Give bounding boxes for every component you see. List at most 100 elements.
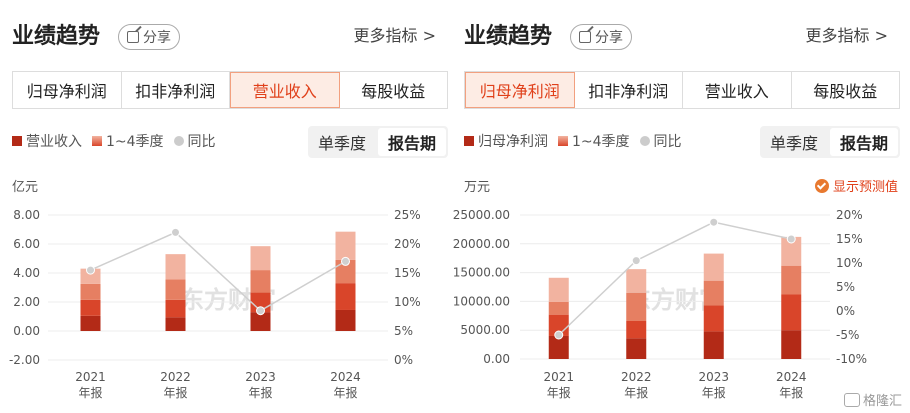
yoy-point[interactable]: [256, 306, 265, 316]
chart-legend: 归母净利润 1~4季度 同比: [464, 131, 682, 151]
unit-label: 亿元: [12, 180, 39, 195]
bar-segment-q3[interactable]: [165, 279, 186, 300]
tab-deducted-net-profit[interactable]: 扣非净利润: [575, 72, 683, 108]
bar-segment-q3[interactable]: [781, 265, 802, 295]
x-tick-label: 年报: [624, 385, 648, 400]
yoy-point[interactable]: [786, 234, 796, 244]
bar-segment-q2[interactable]: [165, 299, 186, 318]
yoy-line: [90, 231, 346, 312]
bar-segment-q3[interactable]: [548, 301, 569, 315]
bar-segment-q2[interactable]: [703, 305, 724, 332]
bar-segment-q3[interactable]: [80, 283, 101, 300]
bar-segment-q2[interactable]: [781, 294, 802, 331]
x-tick-label: 2024: [330, 370, 361, 384]
bar-segment-q1[interactable]: [165, 317, 186, 331]
x-tick-label: 2021: [543, 370, 574, 384]
y-tick-label: -2.00: [9, 353, 40, 367]
brand-name: 格隆汇: [862, 394, 902, 409]
bar-segment-q3[interactable]: [250, 270, 271, 293]
bar-segment-q1[interactable]: [80, 315, 101, 331]
tab-deducted-net-profit[interactable]: 扣非净利润: [122, 72, 230, 108]
bar-segment-q1[interactable]: [703, 331, 724, 359]
bar-segment-q4[interactable]: [335, 231, 356, 260]
tab-revenue[interactable]: 营业收入: [230, 72, 340, 108]
metric-tabs: 归母净利润 扣非净利润 营业收入 每股收益: [12, 71, 448, 109]
yoy-line: [558, 221, 792, 336]
y2-tick-label: 15%: [394, 266, 421, 280]
bar-segment-q3[interactable]: [626, 292, 647, 321]
yoy-point[interactable]: [554, 330, 564, 340]
revenue-chart: 8.00 6.00 4.00 2.00 0.00 -2.00 25% 20% 15% 10% 5% 0…: [9, 208, 421, 400]
y-tick-label: 15000.00: [453, 266, 510, 280]
bar-segment-q4[interactable]: [626, 269, 647, 293]
bar-segment-q4[interactable]: [80, 268, 101, 284]
panel-title: 业绩趋势: [464, 24, 553, 49]
brand-logo: 格隆汇: [843, 390, 902, 409]
y-tick-label: 0.00: [13, 324, 40, 338]
toggle-report-period[interactable]: 报告期: [829, 128, 898, 156]
bar-segment-q1[interactable]: [250, 312, 271, 331]
share-button[interactable]: 分享: [570, 24, 632, 50]
share-icon: [127, 31, 139, 43]
legend-item-yoy: 同比: [639, 131, 682, 151]
tab-revenue[interactable]: 营业收入: [683, 72, 792, 108]
bar-segment-q1[interactable]: [548, 335, 569, 359]
bar-segment-q4[interactable]: [781, 236, 802, 266]
x-tick-label: 年报: [702, 385, 726, 400]
panel-revenue: 业绩趋势 分享 更多指标 > 归母净利润 扣非净利润 营业收入 每股收益 营业收…: [0, 0, 448, 413]
y-tick-label: 5000.00: [460, 323, 510, 337]
tab-net-profit[interactable]: 归母净利润: [13, 72, 122, 108]
y-tick-label: 0.00: [483, 352, 510, 366]
tab-eps[interactable]: 每股收益: [813, 82, 878, 101]
bar-segment-q3[interactable]: [335, 259, 356, 284]
y2-tick-label: 10%: [836, 256, 863, 270]
yoy-point[interactable]: [171, 227, 180, 237]
y2-tick-label: 20%: [836, 208, 863, 222]
panel-net-profit: 业绩趋势 分享 更多指标 > 归母净利润 扣非净利润 营业收入 每股收益 归母净…: [452, 0, 900, 413]
y-tick-label: 8.00: [13, 208, 40, 222]
bar-segment-q4[interactable]: [703, 253, 724, 281]
x-tick-label: 年报: [547, 385, 571, 400]
bar-segment-q4[interactable]: [250, 246, 271, 271]
yoy-point[interactable]: [709, 217, 719, 227]
x-tick-label: 2024: [776, 370, 807, 384]
bar-segment-q1[interactable]: [335, 309, 356, 331]
more-indicators-link[interactable]: 更多指标 >: [353, 26, 437, 45]
bar-segment-q2[interactable]: [626, 320, 647, 339]
bar-segment-q1[interactable]: [781, 330, 802, 359]
metric-tabs: 归母净利润 扣非净利润 营业收入 每股收益: [464, 71, 900, 109]
legend-item-quarters: 1~4季度: [558, 131, 630, 151]
period-toggle: 单季度 报告期: [307, 126, 448, 158]
bar-segment-q1[interactable]: [626, 338, 647, 359]
share-label: 分享: [143, 30, 171, 46]
bar-segment-q2[interactable]: [80, 299, 101, 316]
tab-net-profit[interactable]: 归母净利润: [465, 72, 575, 108]
x-tick-label: 2023: [698, 370, 729, 384]
tab-eps[interactable]: 每股收益: [361, 82, 426, 101]
chart-legend: 营业收入 1~4季度 同比: [12, 131, 216, 151]
yoy-point[interactable]: [631, 256, 641, 266]
share-button[interactable]: 分享: [118, 24, 180, 50]
x-tick-label: 年报: [163, 385, 187, 400]
toggle-single-quarter[interactable]: 单季度: [769, 134, 818, 153]
y-tick-label: 10000.00: [453, 294, 510, 308]
yoy-point[interactable]: [86, 265, 95, 275]
bar-segment-q4[interactable]: [165, 254, 186, 280]
check-circle-icon: [814, 178, 829, 193]
yoy-point[interactable]: [341, 256, 350, 266]
x-tick-label: 2023: [245, 370, 276, 384]
bar-segment-q4[interactable]: [548, 277, 569, 302]
panel-title: 业绩趋势: [12, 24, 101, 49]
show-forecast-toggle[interactable]: 显示预测值: [814, 176, 898, 195]
bar-segment-q2[interactable]: [335, 283, 356, 310]
toggle-report-period[interactable]: 报告期: [377, 128, 446, 156]
toggle-single-quarter[interactable]: 单季度: [317, 134, 366, 153]
more-indicators-link[interactable]: 更多指标 >: [805, 26, 889, 45]
y-tick-label: 6.00: [13, 237, 40, 251]
y2-tick-label: 5%: [836, 280, 855, 294]
y2-tick-label: -10%: [836, 352, 867, 366]
y2-tick-label: 15%: [836, 232, 863, 246]
y2-tick-label: 20%: [394, 237, 421, 251]
bar-segment-q3[interactable]: [703, 280, 724, 306]
share-icon: [579, 31, 591, 43]
